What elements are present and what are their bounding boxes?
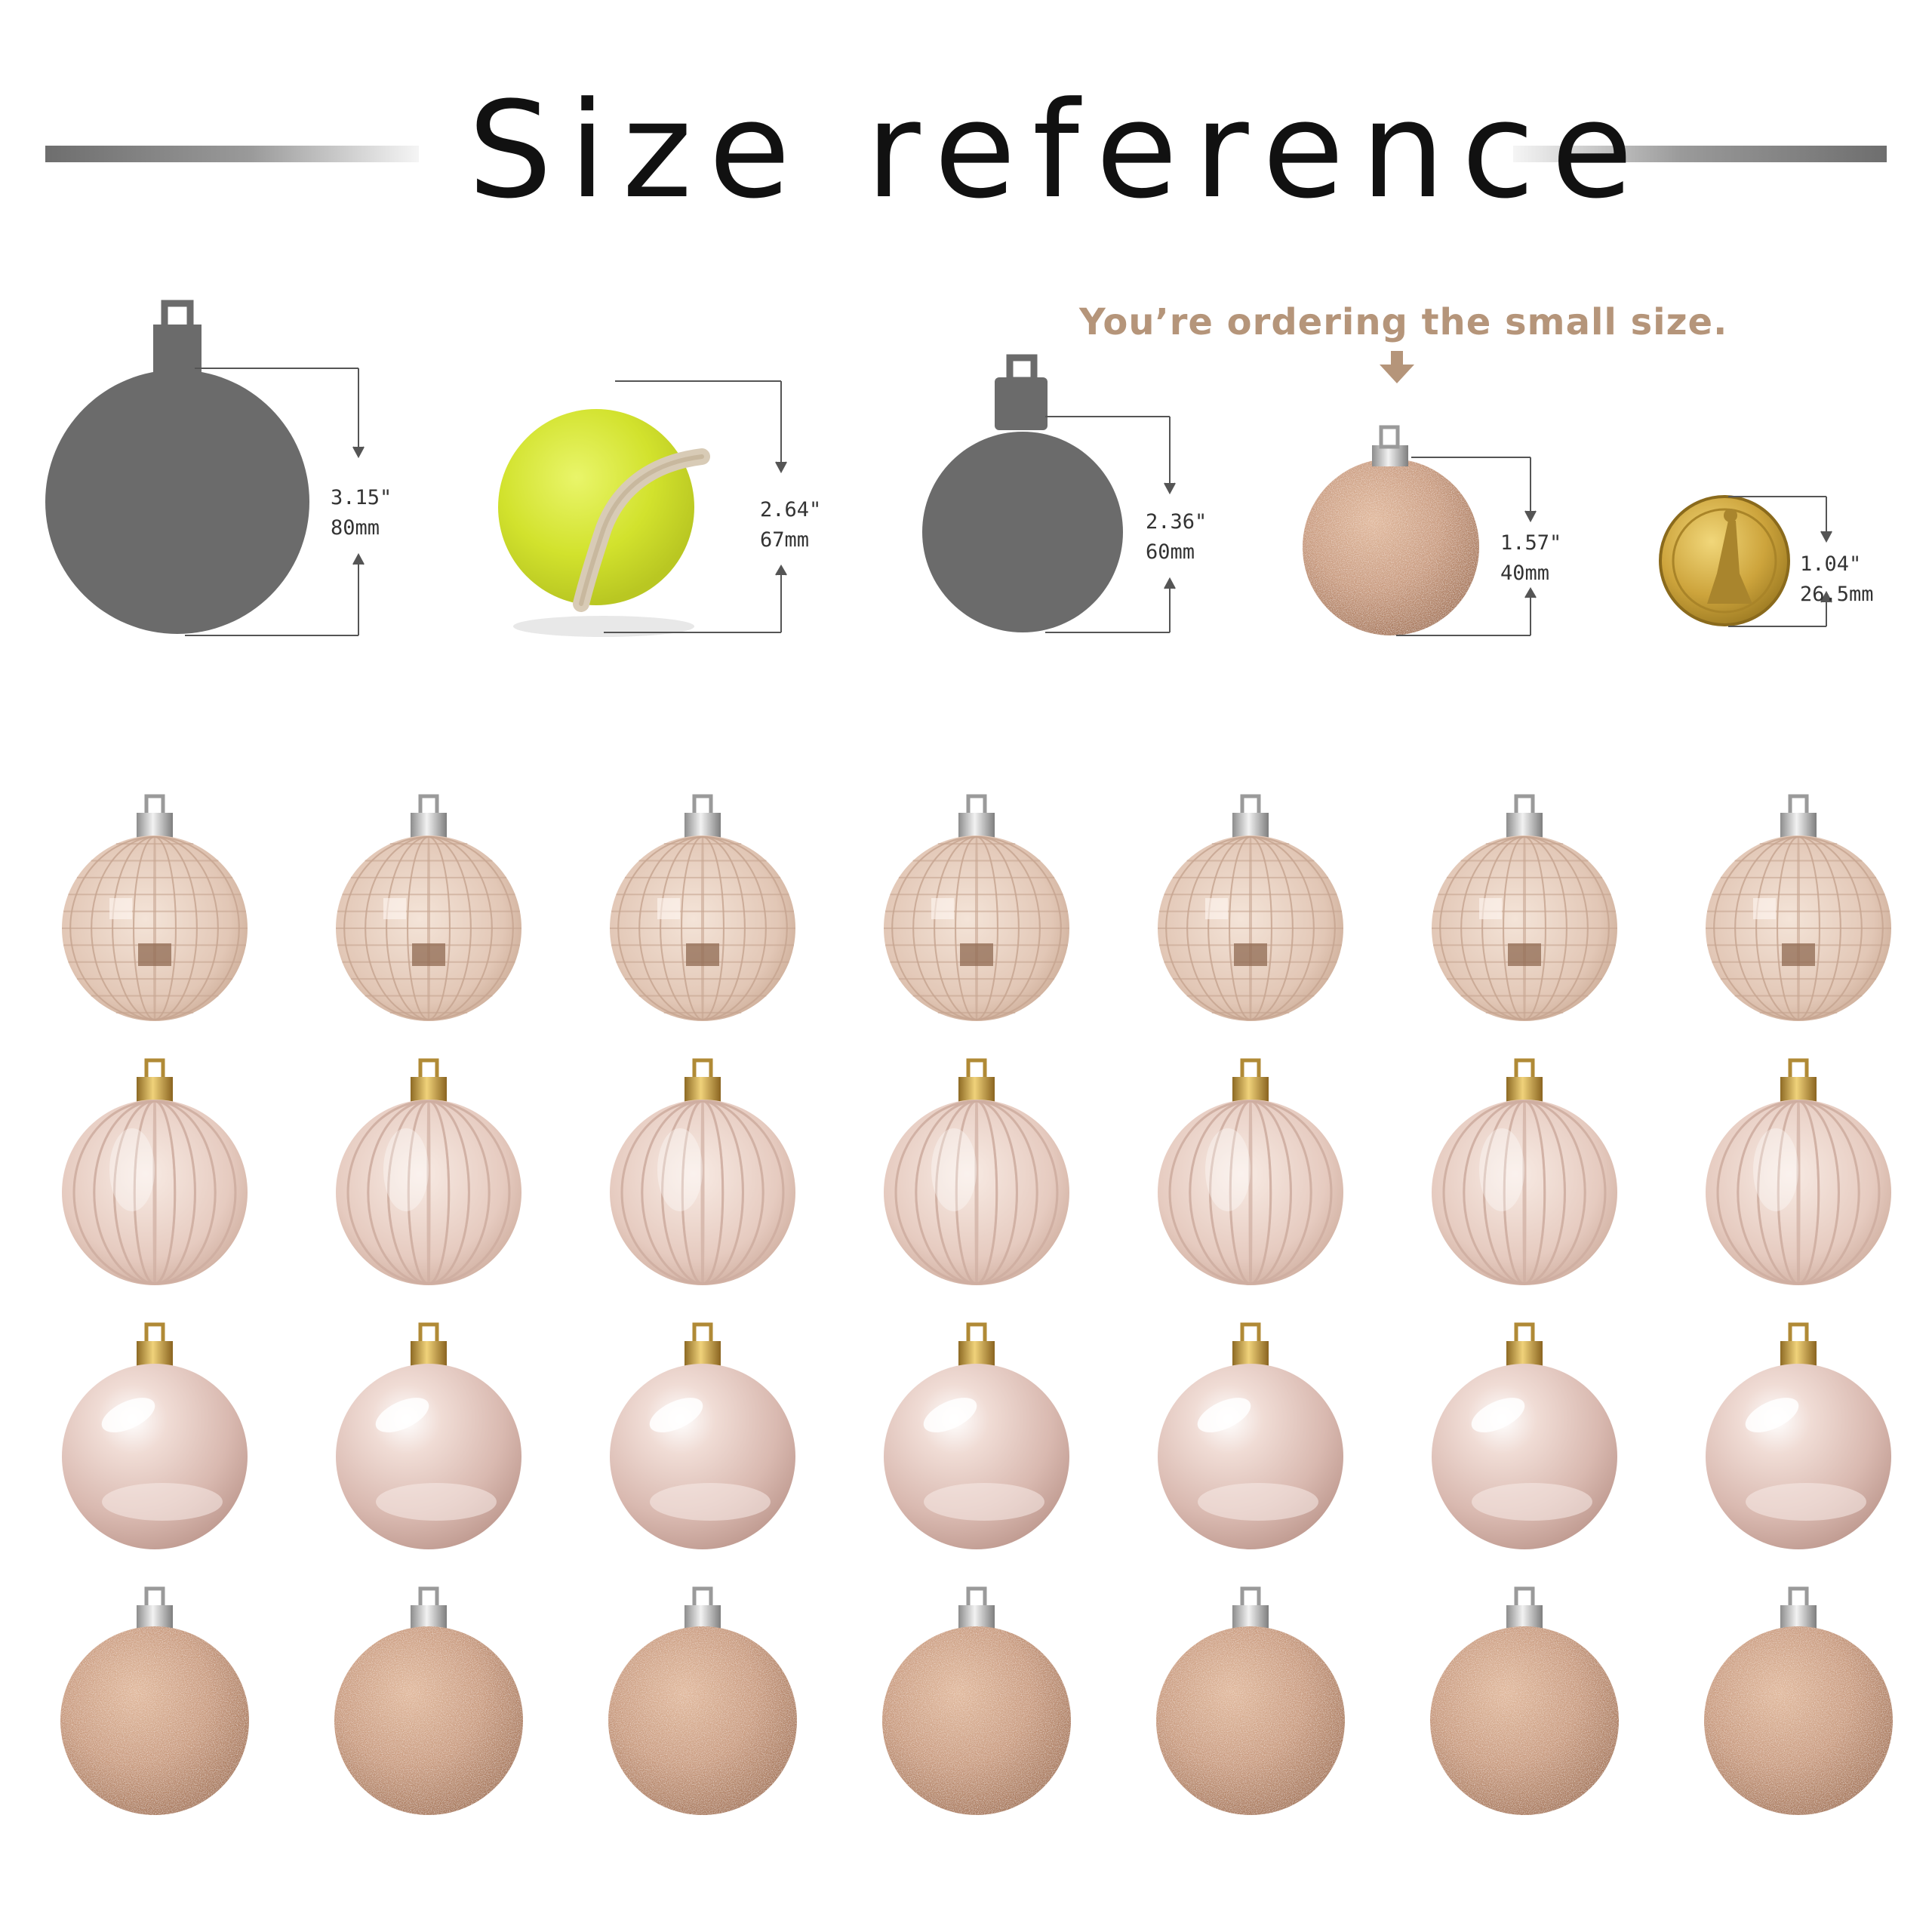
large-ornament-dimension-line (185, 368, 365, 636)
dollar-coin-size-label: 1.04" 26.5mm (1800, 549, 1874, 610)
header-rule-left (45, 146, 419, 162)
ornament-ribbed-matte-6 (1432, 1058, 1617, 1285)
ornament-pearl-shiny-1 (62, 1322, 248, 1549)
ornament-mirrored-disco-7 (1706, 794, 1891, 1021)
medium-ornament-silhouette (922, 354, 1123, 632)
ornament-pearl-shiny-5 (1158, 1322, 1343, 1549)
ornament-glitter-1 (60, 1586, 249, 1815)
ornament-pearl-shiny-6 (1432, 1322, 1617, 1549)
dollar-coin-inches: 1.04" (1800, 552, 1862, 576)
small-ornament-dimension-line (1396, 457, 1537, 636)
size-callout: You’re ordering the small size. (1079, 301, 1728, 343)
medium-ornament-size-label: 2.36" 60mm (1146, 507, 1207, 568)
ornament-pearl-shiny-2 (336, 1322, 521, 1549)
tennis-ball-dimension-line (604, 380, 787, 633)
header-rule-right (1513, 146, 1887, 162)
tennis-ball-inches: 2.64" (760, 498, 822, 521)
ornament-glitter-4 (882, 1586, 1071, 1815)
page-title: Size reference (468, 73, 1650, 228)
ornament-grid (60, 794, 1893, 1815)
ornament-glitter-2 (334, 1586, 523, 1815)
large-ornament-silhouette (45, 300, 309, 634)
small-ornament-image (1303, 425, 1479, 635)
ornament-pearl-shiny-7 (1706, 1322, 1891, 1549)
ornament-glitter-5 (1156, 1586, 1345, 1815)
small-ornament-inches: 1.57" (1500, 531, 1562, 555)
small-ornament-mm: 40mm (1500, 561, 1550, 585)
large-ornament-inches: 3.15" (331, 486, 392, 509)
ornament-glitter-3 (608, 1586, 797, 1815)
tennis-ball-image (498, 409, 710, 637)
ornament-mirrored-disco-4 (884, 794, 1069, 1021)
large-ornament-mm: 80mm (331, 516, 380, 540)
ornament-mirrored-disco-3 (610, 794, 795, 1021)
ornament-mirrored-disco-5 (1158, 794, 1343, 1021)
callout-arrow-icon (1380, 351, 1414, 383)
ornament-ribbed-matte-4 (884, 1058, 1069, 1285)
ornament-mirrored-disco-1 (62, 794, 248, 1021)
ornament-ribbed-matte-1 (62, 1058, 248, 1285)
ornament-pearl-shiny-3 (610, 1322, 795, 1549)
ornament-glitter-6 (1430, 1586, 1619, 1815)
medium-ornament-dimension-line (1045, 416, 1176, 633)
ornament-ribbed-matte-3 (610, 1058, 795, 1285)
ornament-mirrored-disco-6 (1432, 794, 1617, 1021)
ornament-ribbed-matte-5 (1158, 1058, 1343, 1285)
ornament-pearl-shiny-4 (884, 1322, 1069, 1549)
large-ornament-size-label: 3.15" 80mm (331, 483, 392, 543)
tennis-ball-size-label: 2.64" 67mm (760, 495, 821, 555)
medium-ornament-mm: 60mm (1146, 540, 1195, 564)
medium-ornament-inches: 2.36" (1146, 510, 1208, 534)
small-ornament-size-label: 1.57" 40mm (1500, 528, 1561, 589)
dollar-coin-dimension-line (1728, 496, 1832, 627)
ornament-ribbed-matte-7 (1706, 1058, 1891, 1285)
dollar-coin-mm: 26.5mm (1800, 583, 1874, 606)
dollar-coin-image (1659, 495, 1790, 626)
ornament-ribbed-matte-2 (336, 1058, 521, 1285)
ornament-mirrored-disco-2 (336, 794, 521, 1021)
tennis-ball-mm: 67mm (760, 528, 810, 552)
ornament-glitter-7 (1704, 1586, 1893, 1815)
